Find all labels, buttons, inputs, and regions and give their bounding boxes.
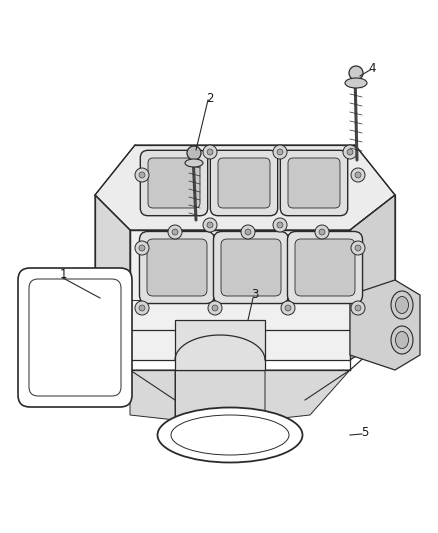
Ellipse shape [396, 296, 409, 313]
Ellipse shape [185, 159, 203, 167]
Circle shape [347, 149, 353, 155]
FancyBboxPatch shape [295, 239, 355, 296]
Circle shape [245, 229, 251, 235]
Text: 1: 1 [59, 269, 67, 281]
Text: 4: 4 [368, 61, 376, 75]
Polygon shape [55, 295, 130, 380]
FancyBboxPatch shape [18, 268, 132, 407]
Polygon shape [95, 195, 130, 360]
Ellipse shape [158, 408, 303, 463]
Ellipse shape [61, 293, 89, 327]
Polygon shape [350, 195, 395, 360]
Circle shape [349, 66, 363, 80]
Ellipse shape [61, 337, 89, 373]
Circle shape [208, 301, 222, 315]
FancyBboxPatch shape [29, 279, 121, 396]
Circle shape [135, 241, 149, 255]
Circle shape [203, 145, 217, 159]
Circle shape [351, 301, 365, 315]
Circle shape [355, 245, 361, 251]
FancyBboxPatch shape [148, 158, 200, 208]
Text: 2: 2 [206, 92, 214, 104]
Polygon shape [130, 370, 175, 420]
FancyBboxPatch shape [213, 231, 289, 303]
Circle shape [212, 305, 218, 311]
Polygon shape [95, 145, 395, 230]
FancyBboxPatch shape [221, 239, 281, 296]
FancyBboxPatch shape [147, 239, 207, 296]
Ellipse shape [391, 326, 413, 354]
Ellipse shape [345, 78, 367, 88]
FancyBboxPatch shape [140, 150, 208, 216]
Circle shape [207, 149, 213, 155]
Circle shape [207, 222, 213, 228]
Circle shape [203, 218, 217, 232]
Circle shape [187, 146, 201, 160]
FancyBboxPatch shape [288, 158, 340, 208]
Polygon shape [265, 370, 350, 420]
FancyBboxPatch shape [218, 158, 270, 208]
FancyBboxPatch shape [287, 231, 363, 303]
Circle shape [355, 305, 361, 311]
Circle shape [139, 172, 145, 178]
Polygon shape [175, 320, 265, 370]
Polygon shape [175, 370, 265, 420]
Ellipse shape [171, 415, 289, 455]
FancyBboxPatch shape [210, 150, 278, 216]
Circle shape [285, 305, 291, 311]
FancyBboxPatch shape [139, 231, 215, 303]
Ellipse shape [396, 332, 409, 349]
Circle shape [168, 225, 182, 239]
Text: 5: 5 [361, 425, 369, 439]
Circle shape [277, 149, 283, 155]
Circle shape [351, 168, 365, 182]
Circle shape [277, 222, 283, 228]
Circle shape [172, 229, 178, 235]
Circle shape [315, 225, 329, 239]
Circle shape [343, 145, 357, 159]
FancyBboxPatch shape [280, 150, 348, 216]
Ellipse shape [66, 344, 84, 366]
Circle shape [135, 301, 149, 315]
Circle shape [135, 168, 149, 182]
Circle shape [351, 241, 365, 255]
Circle shape [319, 229, 325, 235]
Circle shape [241, 225, 255, 239]
Circle shape [139, 245, 145, 251]
Ellipse shape [66, 299, 84, 321]
Circle shape [273, 145, 287, 159]
Polygon shape [130, 230, 350, 360]
Circle shape [281, 301, 295, 315]
Circle shape [355, 172, 361, 178]
Circle shape [139, 305, 145, 311]
Circle shape [273, 218, 287, 232]
Ellipse shape [391, 291, 413, 319]
Polygon shape [350, 280, 420, 370]
Text: 3: 3 [251, 288, 259, 302]
